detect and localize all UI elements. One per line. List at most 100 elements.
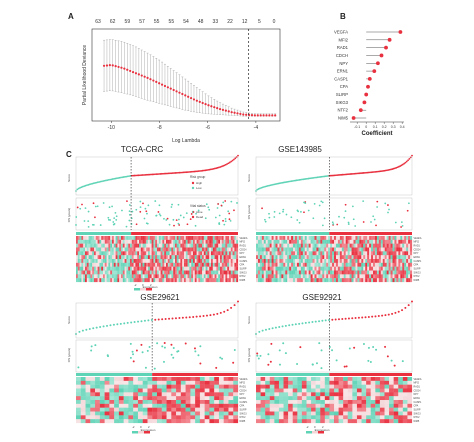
risk-score-point <box>407 159 409 162</box>
heatmap-cell <box>398 270 401 275</box>
heatmap-cell <box>345 278 348 283</box>
heatmap-cell <box>320 411 325 416</box>
heatmap-cell <box>166 278 168 283</box>
survival-point <box>372 345 375 348</box>
heatmap-cell <box>95 392 100 397</box>
heatmap-cell <box>261 278 264 283</box>
heatmap-cell <box>283 251 286 256</box>
heatmap-cell <box>363 262 366 267</box>
heatmap-cell <box>76 392 81 397</box>
heatmap-cell <box>225 251 228 256</box>
heatmap-cell <box>349 251 352 256</box>
heatmap-cell <box>220 243 222 248</box>
heatmap-cell <box>232 247 235 252</box>
heatmap-cell <box>204 377 210 381</box>
risk-score-point <box>223 164 226 167</box>
survival-point <box>261 207 263 210</box>
heatmap-cell <box>152 392 158 397</box>
heatmap-cell <box>324 247 327 252</box>
heatmap-cell <box>133 266 136 271</box>
heatmap-cell <box>408 274 411 279</box>
heatmap-cell <box>128 384 134 389</box>
heatmap-cell <box>227 266 230 271</box>
heatmap-cell <box>265 411 270 416</box>
heatmap-cell <box>190 377 196 381</box>
survival-point <box>362 342 365 345</box>
heatmap-cell <box>320 392 325 397</box>
heatmap-cell <box>124 259 127 263</box>
risk-score-point <box>185 316 188 319</box>
heatmap-cell <box>110 274 113 279</box>
heatmap-cell <box>386 259 389 263</box>
heatmap-cell <box>211 239 213 244</box>
heatmap-cell <box>378 236 381 240</box>
heatmap-cell <box>122 239 125 244</box>
heatmap-cell <box>408 236 411 240</box>
heatmap-cell <box>353 239 356 244</box>
heatmap-cell <box>306 380 312 385</box>
heatmap-cell <box>351 262 354 267</box>
heatmap-cell <box>155 262 158 267</box>
heatmap-cell <box>85 380 91 385</box>
heatmap-cell <box>99 388 105 393</box>
heatmap-cell <box>133 239 136 244</box>
top-tick-label: 54 <box>183 19 189 25</box>
heatmap-cell <box>122 255 125 260</box>
survival-point <box>273 210 276 213</box>
heatmap-cell <box>110 243 113 248</box>
heatmap-cell <box>137 380 143 385</box>
heatmap-cell <box>146 278 149 283</box>
heatmap-cell <box>79 251 82 256</box>
heatmap-cell <box>153 270 156 275</box>
heatmap-cell <box>151 247 154 252</box>
heatmap-cell <box>341 278 344 283</box>
heatmap-cell <box>95 407 100 412</box>
heatmap-cell <box>176 274 179 279</box>
heatmap-cell <box>175 243 177 248</box>
heatmap-cell <box>341 270 344 275</box>
heatmap-cell <box>322 236 325 240</box>
heatmap-cell <box>209 396 215 401</box>
heatmap-cell <box>335 270 338 275</box>
survival-point <box>84 207 87 210</box>
heatmap-cell <box>357 239 360 244</box>
heatmap-cell <box>326 278 329 283</box>
heatmap-cell <box>142 243 145 248</box>
heatmap-cell <box>402 278 405 283</box>
heatmap-cell <box>203 278 206 283</box>
coefficient-dot <box>387 37 392 42</box>
heatmap-cell <box>158 266 161 271</box>
heatmap-cell <box>225 247 228 252</box>
heatmap-cell <box>146 255 149 260</box>
high-risk-bar <box>152 373 238 376</box>
heatmap-cell <box>229 274 231 279</box>
risk-score-point <box>197 170 200 173</box>
heatmap-cell <box>373 274 376 279</box>
heatmap-cell <box>167 243 170 248</box>
heatmap-cell <box>94 259 96 263</box>
heatmap-cell <box>355 236 358 240</box>
survival-point <box>131 210 134 213</box>
heatmap-cell <box>88 278 91 283</box>
heatmap-cell <box>384 251 387 256</box>
heatmap-cell <box>147 407 153 412</box>
heatmap-cell <box>318 251 321 256</box>
heatmap-cell <box>326 255 329 260</box>
heatmap-cell <box>337 270 340 275</box>
survival-point <box>99 224 102 226</box>
heatmap-cell <box>142 247 145 252</box>
survival-point <box>135 208 138 211</box>
heatmap-cell <box>204 392 210 397</box>
heatmap-cell <box>375 384 380 389</box>
heatmap-cell <box>140 247 143 252</box>
heatmap-cell <box>265 274 268 279</box>
heatmap-cell <box>200 243 203 248</box>
heatmap-cell <box>329 392 335 397</box>
heatmap-cell <box>185 259 188 263</box>
heatmap-cell <box>218 392 224 397</box>
risk-score-point <box>109 324 112 327</box>
heatmap-cell <box>291 236 294 240</box>
heatmap-cell <box>137 266 140 271</box>
heatmap-cell <box>379 380 385 385</box>
heatmap-cell <box>324 266 327 271</box>
